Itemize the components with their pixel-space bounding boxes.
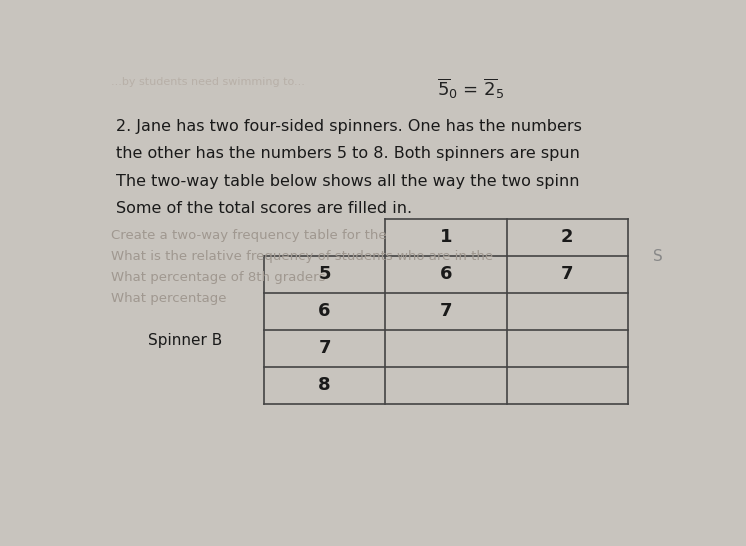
Text: What is the relative frequency of students who are in the: What is the relative frequency of studen… — [110, 250, 492, 263]
Text: What percentage: What percentage — [110, 292, 226, 305]
Text: 2. Jane has two four-sided spinners. One has the numbers: 2. Jane has two four-sided spinners. One… — [116, 119, 582, 134]
Text: 5: 5 — [319, 265, 330, 283]
Text: 1: 1 — [439, 228, 452, 246]
Text: 2: 2 — [561, 228, 574, 246]
Text: the other has the numbers 5 to 8. Both spinners are spun: the other has the numbers 5 to 8. Both s… — [116, 146, 580, 161]
Text: ...by students need swimming to...: ...by students need swimming to... — [110, 78, 304, 87]
Text: $\overline{5}_{0}$ = $\overline{2}_{5}$: $\overline{5}_{0}$ = $\overline{2}_{5}$ — [437, 76, 504, 101]
Text: 7: 7 — [439, 302, 452, 321]
Text: Create a two-way frequency table for the: Create a two-way frequency table for the — [110, 229, 386, 242]
Text: S: S — [653, 250, 662, 264]
Text: 8: 8 — [319, 376, 330, 394]
Text: 7: 7 — [319, 340, 330, 358]
Text: Spinner B: Spinner B — [148, 334, 222, 348]
Text: 7: 7 — [561, 265, 574, 283]
Text: 6: 6 — [319, 302, 330, 321]
Text: The two-way table below shows all the way the two spinn: The two-way table below shows all the wa… — [116, 174, 580, 188]
Text: What percentage of 8th graders: What percentage of 8th graders — [110, 271, 325, 284]
Text: 6: 6 — [439, 265, 452, 283]
Text: Some of the total scores are filled in.: Some of the total scores are filled in. — [116, 201, 413, 216]
